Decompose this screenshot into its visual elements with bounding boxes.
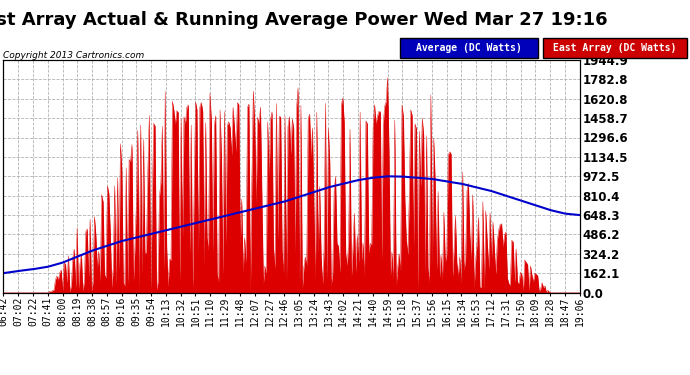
Text: East Array (DC Watts): East Array (DC Watts) [553,43,677,53]
FancyBboxPatch shape [544,38,687,58]
FancyBboxPatch shape [400,38,538,58]
Text: East Array Actual & Running Average Power Wed Mar 27 19:16: East Array Actual & Running Average Powe… [0,11,608,29]
Text: Copyright 2013 Cartronics.com: Copyright 2013 Cartronics.com [3,51,145,60]
Text: Average (DC Watts): Average (DC Watts) [416,43,522,53]
